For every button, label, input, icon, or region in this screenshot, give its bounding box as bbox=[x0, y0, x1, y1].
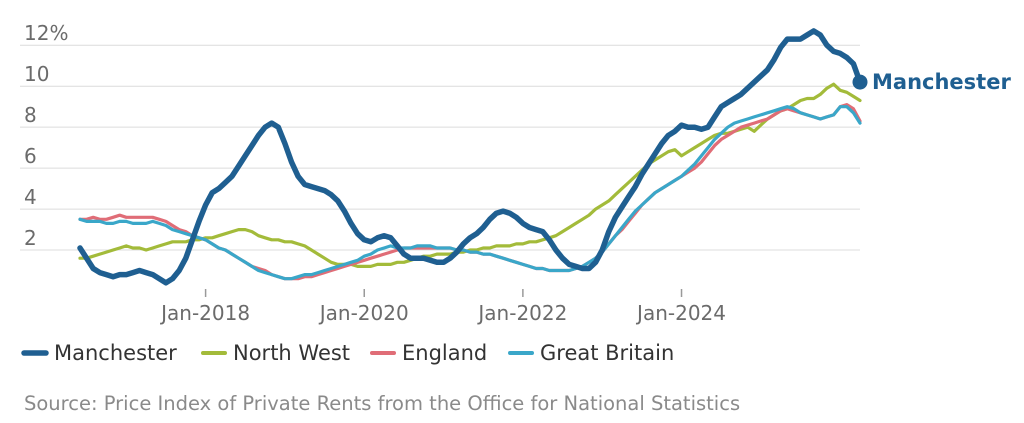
legend-label-england: England bbox=[402, 341, 487, 365]
series-line-manchester bbox=[77, 28, 863, 286]
end-label: Manchester bbox=[872, 70, 1011, 94]
x-tick-label: Jan-2020 bbox=[318, 301, 409, 325]
source-note: Source: Price Index of Private Rents fro… bbox=[24, 392, 740, 415]
y-axis: 2 4 6 8 10 12% bbox=[24, 21, 68, 250]
y-tick-label: 4 bbox=[24, 185, 37, 209]
end-marker bbox=[852, 74, 868, 90]
legend-label-great-britain: Great Britain bbox=[540, 341, 674, 365]
x-tick-label: Jan-2022 bbox=[476, 301, 567, 325]
y-tick-label: 10 bbox=[24, 62, 49, 86]
y-tick-label: 6 bbox=[24, 144, 37, 168]
series-lines bbox=[77, 28, 863, 286]
end-label-group: Manchester bbox=[852, 70, 1011, 94]
y-tick-label: 8 bbox=[24, 103, 37, 127]
x-tick-label: Jan-2024 bbox=[635, 301, 726, 325]
legend-label-manchester: Manchester bbox=[54, 341, 177, 365]
legend-label-north-west: North West bbox=[233, 341, 350, 365]
y-tick-label: 2 bbox=[24, 226, 37, 250]
x-tick-label: Jan-2018 bbox=[159, 301, 250, 325]
legend: Manchester North West England Great Britain bbox=[21, 341, 674, 365]
y-tick-label: 12% bbox=[24, 21, 68, 45]
grid-layer bbox=[20, 44, 860, 251]
series-line-great-britain bbox=[78, 105, 862, 281]
x-axis: Jan-2018 Jan-2020 Jan-2022 Jan-2024 bbox=[159, 289, 726, 325]
